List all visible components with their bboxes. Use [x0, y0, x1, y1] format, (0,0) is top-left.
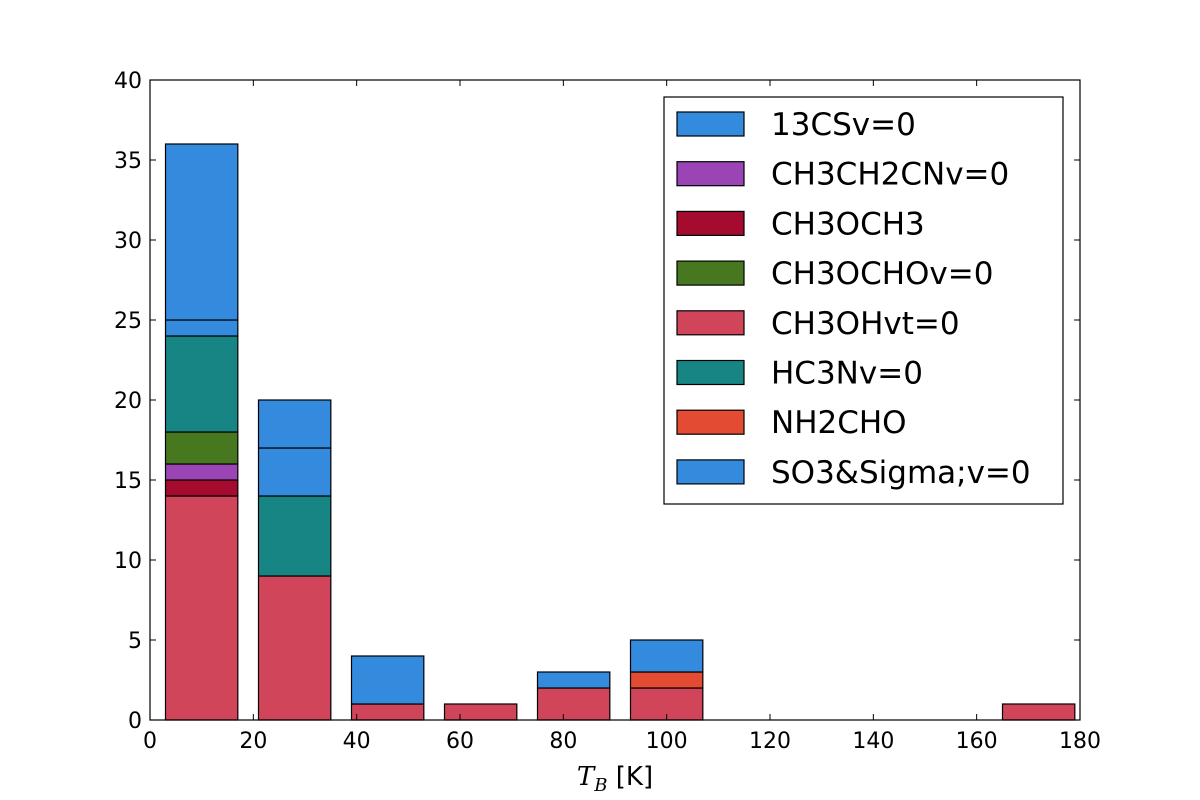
x-axis-label: TB [K]: [577, 762, 653, 796]
legend-label-so3v-0: SO3&Sigma;v=0: [771, 455, 1031, 491]
bar-13csv-0-100: [629, 639, 704, 673]
x-tick-label-60: 60: [446, 729, 474, 754]
legend-swatch-ch3ochov-0: [676, 260, 745, 286]
legend-label-ch3ohvt-0: CH3OHvt=0: [771, 306, 960, 342]
legend-label-ch3ochov-0: CH3OCHOv=0: [771, 256, 993, 292]
bar-so3v-0-10: [164, 143, 239, 321]
y-tick-label-40: 40: [114, 69, 142, 94]
y-tick-label-5: 5: [128, 629, 142, 654]
x-tick-label-180: 180: [1059, 729, 1101, 754]
legend-swatch-hc3nv-0: [676, 359, 745, 386]
legend-swatch-ch3och3: [676, 210, 745, 236]
x-tick-label-160: 160: [956, 729, 998, 754]
bar-13csv-0-10: [164, 319, 239, 337]
x-tick-label-40: 40: [343, 729, 371, 754]
bar-hc3nv-0-10: [164, 335, 239, 433]
legend-label-nh2cho: NH2CHO: [771, 405, 907, 441]
x-tick-label-120: 120: [749, 729, 791, 754]
axis-ticks: 0 20 40 60 80 100 120 140 160 180 0 5 10 15 20 25 30 35 40: [114, 69, 1101, 754]
y-tick-label-15: 15: [114, 469, 142, 494]
y-tick-label-35: 35: [114, 149, 142, 174]
bar-ch3ochov-0-10: [164, 431, 239, 465]
bar-ch3ohvt-0-172: [1001, 703, 1076, 721]
legend: 13CSv=0 CH3CH2CNv=0 CH3OCH3 CH3OCHOv=0 CH3OH…: [663, 96, 1064, 505]
legend-swatch-ch3ch2cnv-0: [676, 161, 745, 187]
x-tick-label-100: 100: [646, 729, 688, 754]
bar-ch3ohvt-0-64: [443, 703, 518, 721]
legend-label-13csv-0: 13CSv=0: [771, 107, 916, 143]
bar-ch3ch2cnv-0-10: [164, 463, 239, 481]
bar-ch3och3-10: [164, 479, 239, 497]
y-tick-label-0: 0: [128, 709, 142, 734]
bar-nh2cho-100: [629, 671, 704, 689]
bar-ch3ohvt-0-82: [536, 687, 611, 721]
bar-ch3ohvt-0-28: [257, 575, 332, 721]
x-tick-label-20: 20: [239, 729, 267, 754]
y-tick-label-30: 30: [114, 229, 142, 254]
legend-swatch-so3v-0: [676, 459, 745, 485]
bar-so3v-0-28: [257, 399, 332, 449]
bar-13csv-0-82: [536, 671, 611, 689]
bar-hc3nv-0-28: [257, 495, 332, 577]
y-tick-label-20: 20: [114, 389, 142, 414]
bar-ch3ohvt-0-46: [350, 703, 425, 721]
bars-layer: [164, 143, 1076, 721]
legend-label-hc3nv-0: HC3Nv=0: [771, 356, 923, 392]
bar-13csv-0-28: [257, 447, 332, 497]
legend-label-ch3ch2cnv-0: CH3CH2CNv=0: [771, 157, 1009, 193]
legend-swatch-ch3ohvt-0: [676, 310, 745, 336]
legend-label-ch3och3: CH3OCH3: [771, 206, 925, 242]
y-tick-label-25: 25: [114, 309, 142, 334]
y-tick-label-10: 10: [114, 549, 142, 574]
legend-swatch-13csv-0: [676, 111, 745, 137]
bar-13csv-0-46: [350, 655, 425, 705]
x-tick-label-0: 0: [143, 729, 157, 754]
x-tick-label-140: 140: [852, 729, 894, 754]
bar-ch3ohvt-0-10: [164, 495, 239, 721]
legend-swatch-nh2cho: [676, 409, 745, 435]
x-tick-label-80: 80: [549, 729, 577, 754]
